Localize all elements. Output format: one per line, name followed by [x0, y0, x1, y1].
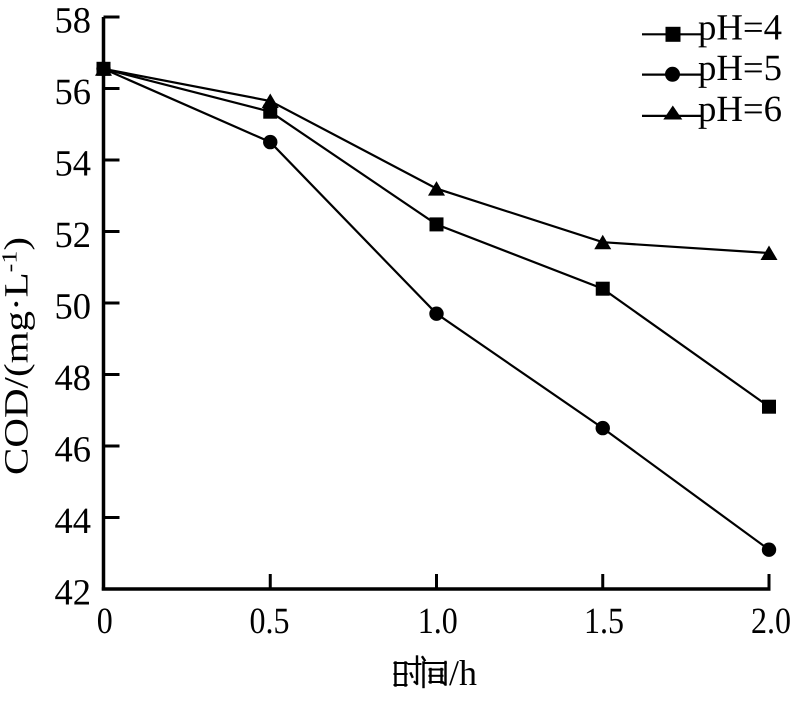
- svg-text:COD/(mg·L-1): COD/(mg·L-1): [0, 237, 35, 475]
- svg-text:/h: /h: [449, 653, 477, 693]
- svg-text:1.0: 1.0: [418, 601, 458, 642]
- svg-text:54: 54: [55, 144, 92, 185]
- svg-text:58: 58: [55, 1, 92, 42]
- svg-text:0: 0: [97, 601, 113, 642]
- svg-text:pH=4: pH=4: [698, 8, 782, 49]
- svg-text:2.0: 2.0: [751, 601, 791, 642]
- svg-text:44: 44: [55, 501, 92, 542]
- svg-text:0.5: 0.5: [250, 601, 290, 642]
- svg-text:52: 52: [55, 215, 92, 256]
- svg-text:56: 56: [55, 72, 92, 113]
- svg-text:50: 50: [55, 287, 92, 328]
- svg-text:pH=6: pH=6: [698, 89, 782, 130]
- svg-text:pH=5: pH=5: [698, 48, 782, 89]
- svg-text:46: 46: [55, 430, 92, 471]
- svg-text:42: 42: [55, 573, 92, 614]
- svg-text:1.5: 1.5: [584, 601, 624, 642]
- svg-text:48: 48: [55, 358, 92, 399]
